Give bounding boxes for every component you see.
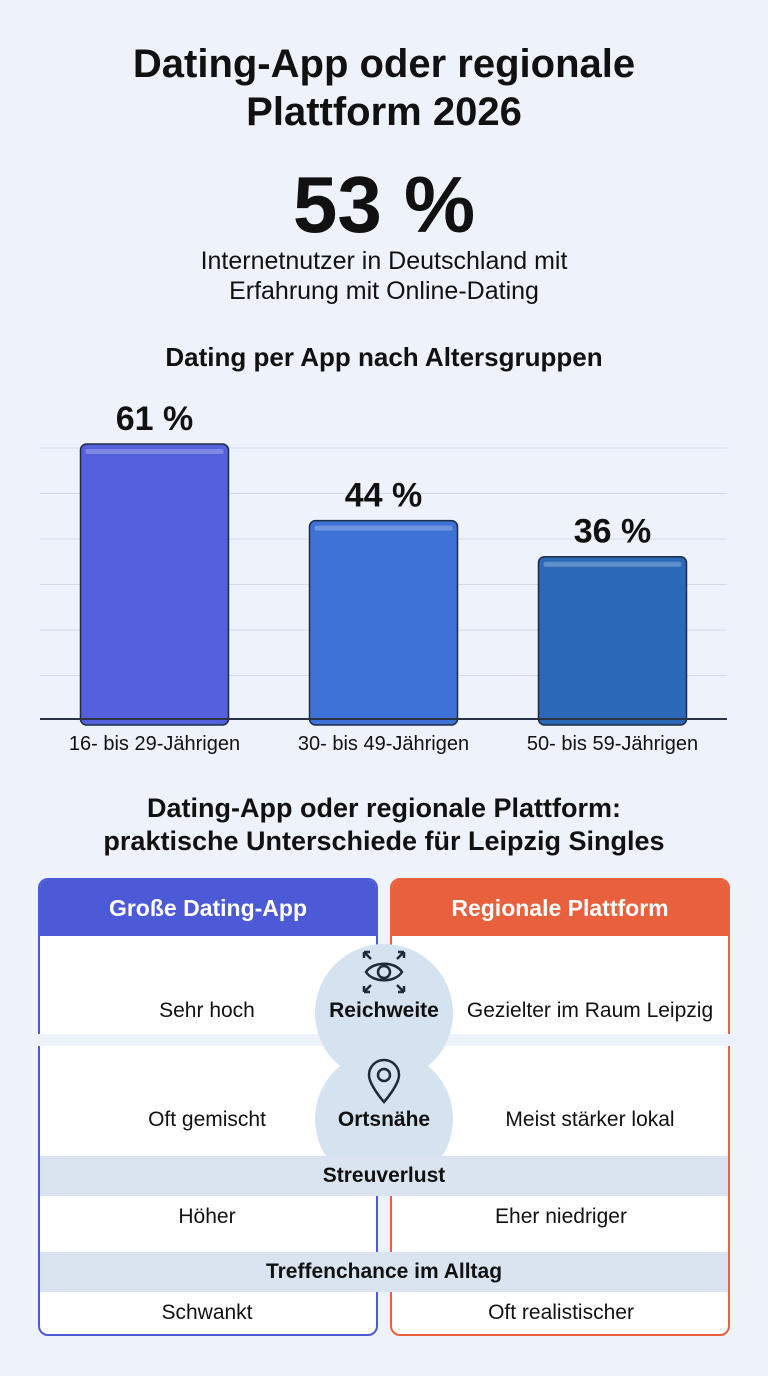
criterion-band: Streuverlust bbox=[40, 1156, 728, 1196]
value-label: 36 % bbox=[574, 513, 652, 551]
bar bbox=[79, 443, 230, 726]
comparison-title: Dating-App oder regionale Plattform: pra… bbox=[0, 792, 768, 858]
bar-highlight bbox=[543, 561, 682, 567]
left-value: Oft gemischt bbox=[148, 1108, 266, 1131]
category-label: 16- bis 29-Jährigen bbox=[69, 733, 240, 755]
page-title: Dating-App oder regionale Plattform 2026 bbox=[0, 40, 768, 136]
left-value: Schwankt bbox=[161, 1301, 253, 1324]
bar-chart: 61 % 16- bis 29-Jährigen 44 % 30- bis 49-Jä… bbox=[40, 400, 727, 755]
location-pin-icon bbox=[367, 1058, 401, 1104]
title-line-2: Plattform 2026 bbox=[246, 90, 522, 134]
bar bbox=[537, 555, 688, 726]
category-label: 50- bis 59-Jährigen bbox=[527, 733, 698, 755]
left-value: Sehr hoch bbox=[159, 999, 255, 1022]
left-value: Höher bbox=[178, 1205, 236, 1228]
big-app-header: Große Dating-App bbox=[40, 880, 376, 936]
headline-stat: 53 % bbox=[292, 160, 476, 249]
comparison-title-line-2: praktische Unterschiede für Leipzig Sing… bbox=[103, 826, 665, 856]
bar bbox=[308, 519, 459, 726]
right-value: Eher niedriger bbox=[495, 1205, 627, 1228]
criterion-label: Ortsnähe bbox=[337, 1108, 431, 1131]
regional-platform-header: Regionale Plattform bbox=[392, 880, 728, 936]
comparison-title-line-1: Dating-App oder regionale Plattform: bbox=[146, 793, 622, 823]
criterion-band: Treffenchance im Alltag bbox=[40, 1252, 728, 1292]
bar-highlight bbox=[85, 449, 224, 454]
right-value: Meist stärker lokal bbox=[505, 1108, 675, 1131]
stat-desc-line-2: Erfahrung mit Online-Dating bbox=[229, 277, 539, 305]
value-label: 44 % bbox=[345, 477, 423, 515]
stat-description: Internetnutzer in Deutschland mit Erfahr… bbox=[0, 246, 768, 306]
title-line-1: Dating-App oder regionale bbox=[132, 42, 636, 86]
criterion-label: Reichweite bbox=[329, 999, 439, 1022]
bar-highlight bbox=[314, 525, 453, 531]
category-label: 30- bis 49-Jährigen bbox=[298, 733, 469, 755]
chart-title: Dating per App nach Altersgruppen bbox=[165, 342, 603, 372]
stat-desc-line-1: Internetnutzer in Deutschland mit bbox=[200, 247, 568, 275]
right-value: Gezielter im Raum Leipzig bbox=[466, 999, 714, 1022]
eye-icon bbox=[362, 950, 406, 994]
right-value: Oft realistischer bbox=[488, 1301, 634, 1324]
value-label: 61 % bbox=[116, 400, 194, 438]
